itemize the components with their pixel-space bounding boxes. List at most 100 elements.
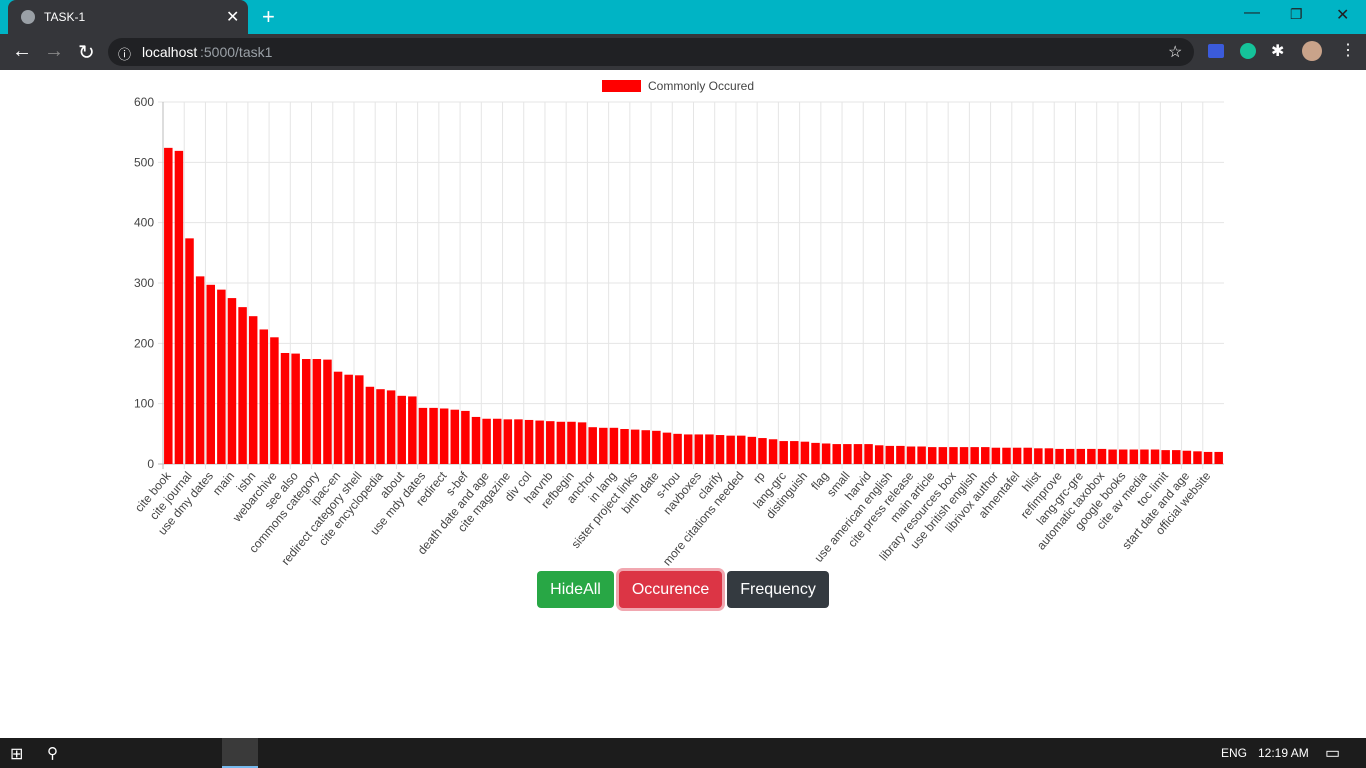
bar: [1002, 447, 1011, 464]
y-tick-label: 100: [134, 397, 154, 411]
bar: [386, 390, 396, 464]
language[interactable]: ENG: [1221, 746, 1248, 760]
bar: [609, 427, 619, 464]
bar: [832, 444, 841, 464]
legend-swatch: [602, 80, 641, 92]
tab[interactable]: TASK-1 ✕: [8, 0, 248, 34]
bar: [885, 445, 895, 464]
bar: [301, 359, 311, 464]
bar: [1172, 450, 1181, 464]
bar: [959, 447, 969, 464]
bar: [811, 442, 820, 464]
new-tab[interactable]: +: [262, 4, 275, 29]
bar: [408, 396, 417, 464]
start-button[interactable]: ⊞: [10, 746, 24, 763]
button-group: HideAll Occurence Frequency: [0, 571, 1366, 608]
bar: [853, 444, 863, 464]
bar: [726, 435, 735, 464]
bar: [524, 419, 534, 464]
forward-button[interactable]: →: [44, 40, 64, 62]
extension-icon[interactable]: [1208, 44, 1224, 58]
bar: [938, 447, 948, 464]
bar: [567, 421, 576, 464]
bar: [376, 389, 385, 464]
bar: [503, 419, 513, 464]
search-button[interactable]: ⚲: [47, 745, 58, 762]
back-button[interactable]: ←: [12, 40, 32, 62]
bar: [1182, 450, 1192, 464]
tab-close[interactable]: ✕: [226, 9, 240, 26]
extensions-button[interactable]: ✱: [1271, 43, 1285, 60]
bar: [991, 447, 1001, 464]
tab-favicon: [21, 10, 35, 24]
menu-button[interactable]: ⋮: [1340, 42, 1356, 59]
bar: [174, 150, 184, 464]
bar: [206, 284, 215, 464]
bar: [556, 421, 566, 464]
info-icon: ⓘ: [118, 47, 132, 62]
bar: [185, 238, 194, 464]
bar: [927, 447, 937, 464]
bar: [1150, 449, 1160, 464]
bar: [1044, 448, 1054, 464]
tab-strip: TASK-1 ✕ + — ❐ ✕: [0, 0, 1366, 34]
y-tick-label: 400: [134, 216, 154, 230]
y-tick-label: 500: [134, 155, 154, 169]
y-tick-label: 300: [134, 276, 154, 290]
reload-button[interactable]: ↻: [78, 42, 95, 64]
bar: [280, 352, 290, 464]
bar: [429, 407, 438, 464]
bookmark-star[interactable]: ☆: [1168, 44, 1183, 61]
bar: [768, 439, 778, 464]
bar: [949, 447, 958, 464]
bar: [217, 289, 226, 464]
bar: [864, 444, 873, 464]
bar: [577, 422, 587, 464]
taskbar: ⊞ ⚲ ENG 12:19 AM ▭: [0, 738, 1366, 768]
bar: [323, 359, 332, 464]
chrome-taskbar-item[interactable]: [222, 738, 258, 768]
profile-avatar[interactable]: [1302, 41, 1322, 61]
url-path: :5000/task1: [200, 44, 273, 60]
occurence-button[interactable]: Occurence: [618, 571, 723, 608]
bar: [450, 409, 460, 464]
bar: [917, 446, 926, 464]
y-tick-label: 0: [147, 457, 154, 471]
bar: [1097, 448, 1107, 464]
bar: [821, 443, 831, 464]
bar: [1012, 447, 1022, 464]
bar: [800, 441, 810, 464]
bar: [1034, 448, 1043, 464]
close-window[interactable]: ✕: [1336, 7, 1350, 24]
bar: [1023, 447, 1032, 464]
address-bar[interactable]: ⓘ localhost:5000/task1 ☆: [108, 38, 1194, 66]
bar: [344, 374, 353, 464]
bar: [439, 408, 449, 464]
frequency-button[interactable]: Frequency: [727, 571, 829, 608]
bar: [1193, 451, 1202, 464]
bar: [896, 445, 905, 464]
bar: [461, 410, 470, 464]
hide-all-button[interactable]: HideAll: [537, 571, 614, 608]
bar: [906, 446, 916, 464]
bar: [981, 447, 990, 464]
bar: [195, 276, 205, 464]
restore[interactable]: ❐: [1290, 6, 1303, 22]
chart: Commonly Occured0100200300400500600cite …: [132, 79, 1224, 568]
bar: [715, 435, 725, 464]
bar: [1087, 448, 1096, 464]
bar: [471, 416, 481, 464]
bar: [1118, 449, 1128, 464]
y-tick-label: 200: [134, 336, 154, 350]
bar: [164, 147, 173, 464]
clock[interactable]: 12:19 AM: [1258, 746, 1309, 760]
bar: [970, 447, 979, 464]
grammarly-icon[interactable]: [1240, 43, 1256, 59]
bar: [482, 418, 491, 464]
minimize[interactable]: —: [1244, 4, 1260, 21]
bar: [843, 444, 852, 464]
bar: [588, 427, 597, 464]
notifications[interactable]: ▭: [1325, 745, 1341, 762]
bar: [291, 353, 300, 464]
